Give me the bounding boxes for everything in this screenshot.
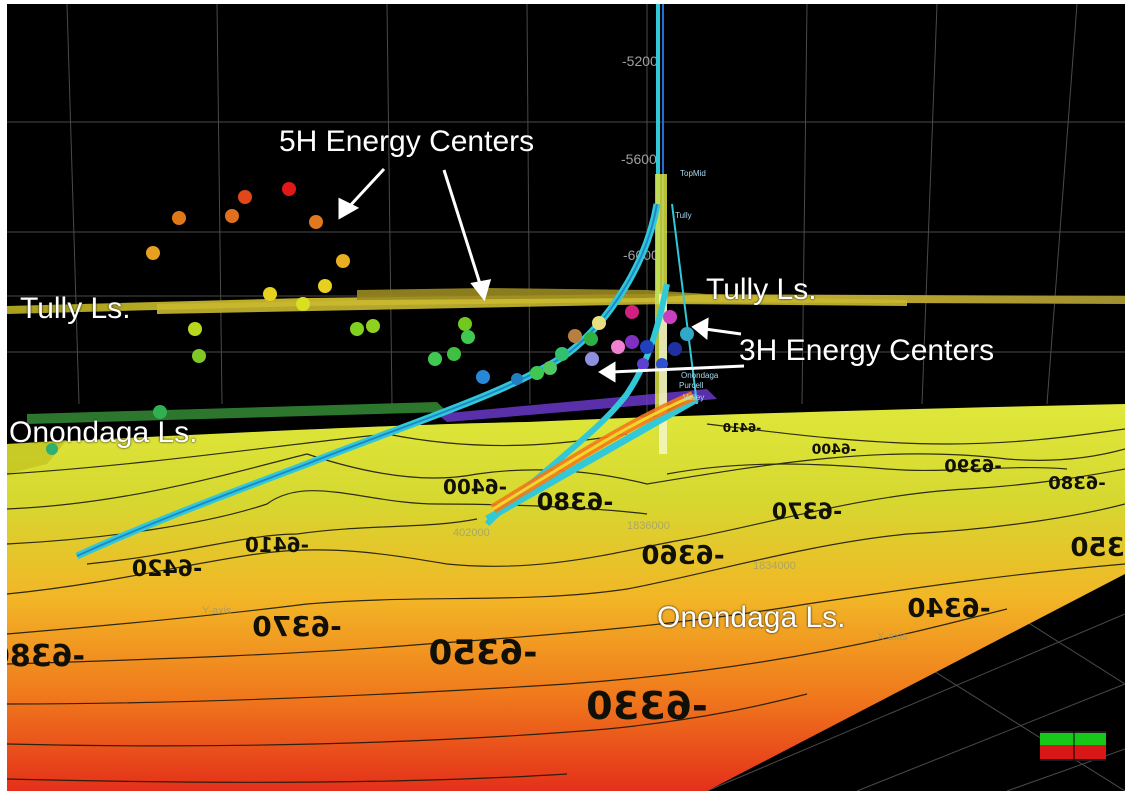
3d-viewport[interactable]: -6420 -6410 -6410 -6400 -6400 -6390 -638…: [7, 4, 1125, 791]
contour-label: -6420: [132, 557, 202, 582]
5h-energy-centers: [46, 182, 490, 455]
contour-label: -6410: [245, 533, 309, 557]
contour-label: -6330: [586, 684, 708, 728]
background-grid: [7, 4, 1125, 791]
3d-scene: -6420 -6410 -6410 -6400 -6400 -6390 -638…: [7, 4, 1125, 791]
svg-text:Onondaga: Onondaga: [681, 371, 719, 380]
tully-horizon: [7, 288, 1125, 314]
contour-labels: -6420 -6410 -6410 -6400 -6400 -6390 -638…: [7, 421, 1125, 728]
svg-text:402000: 402000: [453, 527, 490, 539]
contour-label: -6340: [907, 594, 990, 624]
depth-axis-labels: -5200 -5600 -6000: [621, 53, 659, 263]
surface-grid-labels: 402000 1836000 1834000 Y-axis X-axis: [202, 520, 908, 643]
contour-label: -6390: [944, 456, 1002, 477]
label-tully-left: Tully Ls.: [20, 292, 131, 325]
svg-text:Tully: Tully: [675, 211, 692, 220]
contour-label: -6360: [641, 541, 724, 571]
contour-label: -6350: [429, 633, 538, 673]
well-top-labels: TopMid Tully Onondaga Purcell Valley: [675, 169, 719, 402]
svg-text:X-axis: X-axis: [877, 631, 908, 643]
svg-text:-5600: -5600: [621, 151, 657, 167]
label-onondaga-right: Onondaga Ls.: [657, 601, 846, 634]
contour-label: -6350: [1070, 533, 1125, 563]
onondaga-surface: [7, 404, 1125, 791]
svg-text:TopMid: TopMid: [680, 169, 706, 178]
svg-text:1834000: 1834000: [753, 560, 796, 572]
svg-text:Valley: Valley: [683, 393, 704, 402]
svg-text:-5200: -5200: [622, 53, 658, 69]
contour-label: -6400: [443, 475, 507, 499]
3h-energy-centers: [511, 305, 694, 385]
contour-label: -6380: [7, 639, 85, 674]
3h-lateral-wellpath: [484, 283, 699, 527]
contour-label: -6380: [537, 488, 614, 516]
contour-label: -6370: [252, 610, 342, 643]
contour-label: -6380: [1048, 473, 1106, 494]
svg-text:Purcell: Purcell: [679, 381, 704, 390]
label-5h-energy-centers: 5H Energy Centers: [279, 125, 535, 158]
contour-label: -6400: [811, 442, 856, 458]
orientation-gizmo[interactable]: [1040, 731, 1106, 761]
contour-label: -6370: [772, 500, 842, 525]
label-tully-right: Tully Ls.: [706, 273, 817, 306]
label-onondaga-left: Onondaga Ls.: [9, 416, 198, 449]
5h-lateral-wellpath: [75, 203, 661, 560]
contour-label: -6410: [723, 421, 761, 435]
annotation-arrows: [338, 167, 745, 383]
svg-text:1836000: 1836000: [627, 520, 670, 532]
svg-text:Y-axis: Y-axis: [202, 605, 232, 617]
label-3h-energy-centers: 3H Energy Centers: [739, 334, 995, 367]
onondaga-edge: [437, 389, 717, 422]
